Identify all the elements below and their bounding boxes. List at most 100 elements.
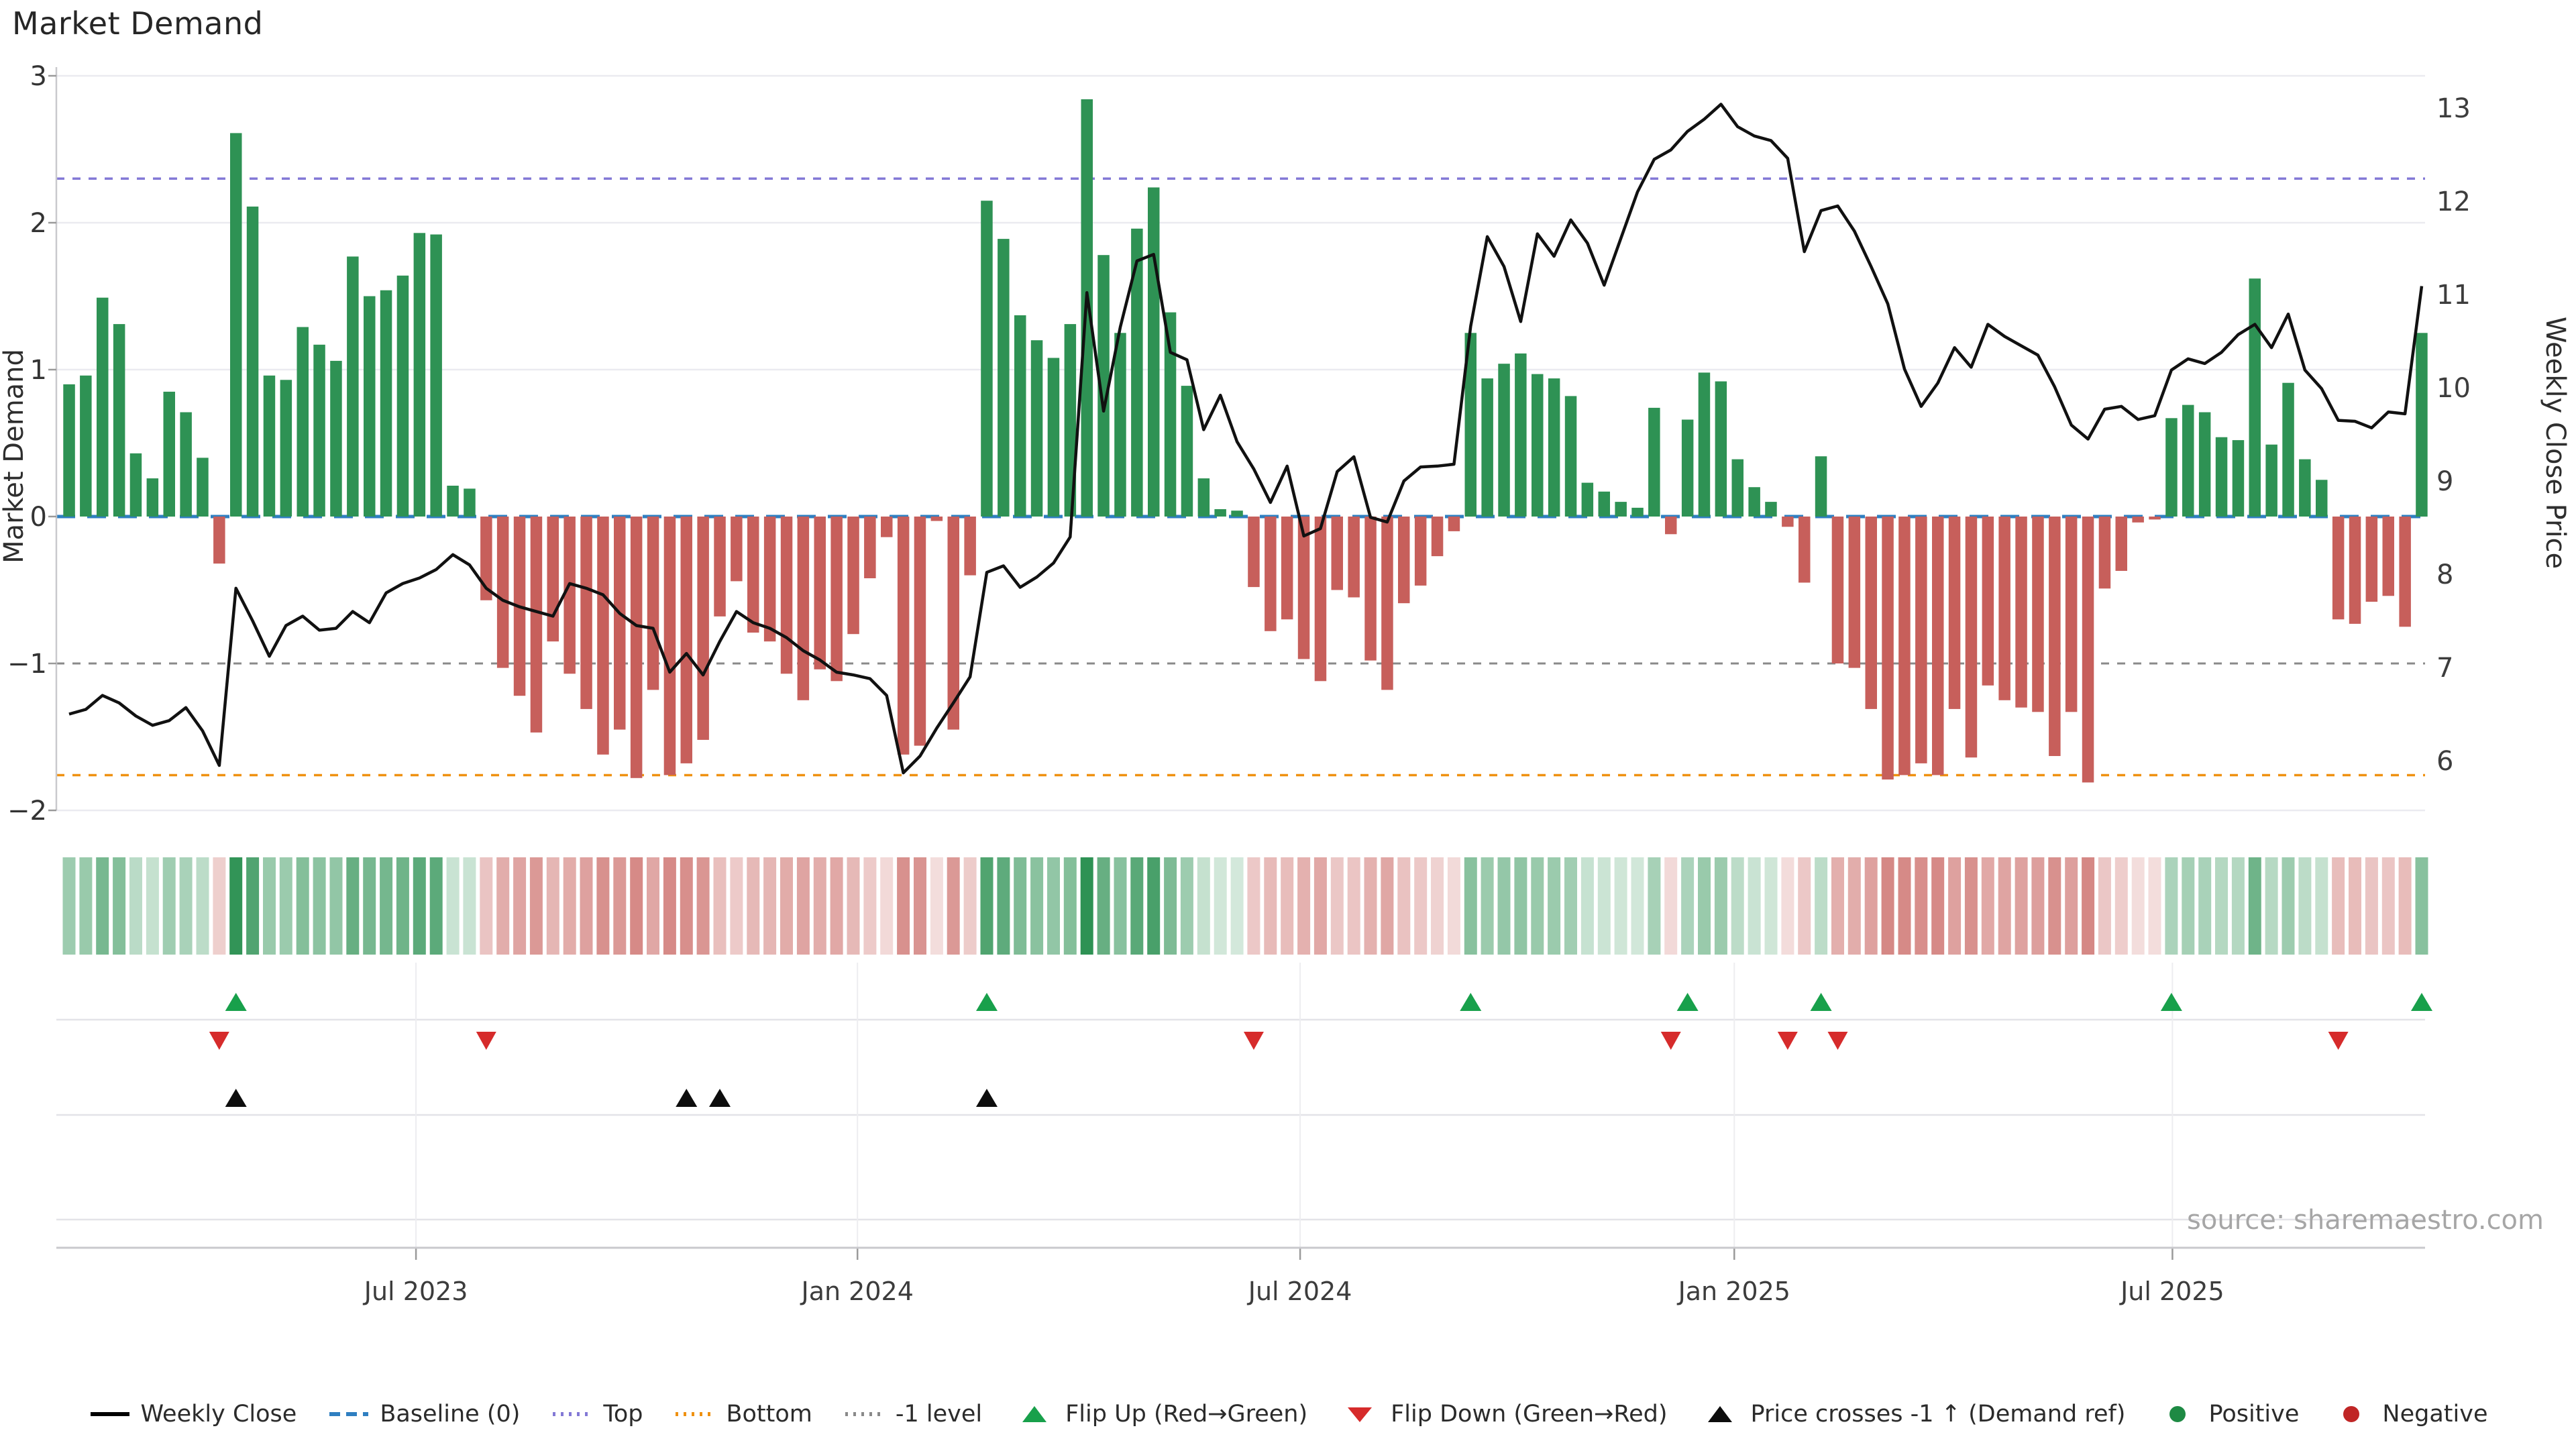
heatmap-cell-week-100 <box>1731 857 1744 955</box>
heatmap-cell-week-87 <box>1514 857 1527 955</box>
heatmap-cell-week-31 <box>580 857 593 955</box>
demand-bar-week-45 <box>814 517 826 669</box>
flip-down-marker-week-136 <box>2328 1032 2349 1050</box>
demand-bar-week-3 <box>113 324 125 517</box>
demand-bar-week-25 <box>480 517 492 600</box>
legend-label: Positive <box>2208 1401 2300 1428</box>
demand-bar-week-2 <box>97 297 109 517</box>
demand-bar-week-124 <box>2132 517 2144 523</box>
demand-bar-week-22 <box>430 234 442 517</box>
legend-swatch-8 <box>2169 1406 2186 1422</box>
heatmap-cell-week-97 <box>1681 857 1695 955</box>
heatmap-cell-week-1 <box>79 857 93 955</box>
x-tick-label-4: Jul 2025 <box>2119 1277 2224 1306</box>
legend-item-4: -1 level <box>843 1401 982 1428</box>
heatmap-cell-week-129 <box>2215 857 2228 955</box>
heatmap-cell-week-113 <box>1948 857 1962 955</box>
heatmap-cell-week-61 <box>1080 857 1093 955</box>
demand-bar-week-29 <box>547 517 559 642</box>
heatmap-cell-week-110 <box>1898 857 1911 955</box>
demand-bar-week-52 <box>930 517 943 521</box>
demand-bar-week-12 <box>263 375 276 517</box>
demand-bar-week-118 <box>2032 517 2044 712</box>
legend-swatch-2 <box>553 1412 592 1416</box>
heatmap-cell-week-95 <box>1648 857 1661 955</box>
legend-swatch-9 <box>2343 1406 2360 1422</box>
heatmap-cell-week-120 <box>2065 857 2078 955</box>
demand-bar-week-40 <box>731 517 743 582</box>
heatmap-cell-week-106 <box>1831 857 1844 955</box>
demand-bar-week-102 <box>1765 502 1777 517</box>
demand-bar-week-130 <box>2232 440 2245 517</box>
demand-bar-week-15 <box>313 344 325 517</box>
demand-bar-week-46 <box>830 517 843 682</box>
demand-bar-week-67 <box>1181 386 1193 517</box>
heatmap-cell-week-42 <box>763 857 777 955</box>
heatmap-cell-week-101 <box>1748 857 1761 955</box>
legend-swatch-7 <box>1707 1406 1732 1422</box>
heatmap-cell-week-112 <box>1931 857 1945 955</box>
heatmap-cell-week-119 <box>2048 857 2061 955</box>
heatmap-cell-week-36 <box>663 857 676 955</box>
demand-bar-week-131 <box>2249 278 2261 517</box>
heatmap-cell-week-64 <box>1130 857 1144 955</box>
demand-bar-week-6 <box>163 391 175 517</box>
heatmap-cell-week-86 <box>1497 857 1511 955</box>
flip-down-marker-week-71 <box>1243 1032 1264 1050</box>
demand-bar-week-108 <box>1865 517 1877 709</box>
demand-bar-week-116 <box>1998 517 2010 700</box>
flip-up-marker-week-84 <box>1460 993 1482 1011</box>
demand-bar-week-16 <box>330 360 342 517</box>
demand-bar-week-82 <box>1431 517 1444 557</box>
demand-bar-week-18 <box>364 296 376 517</box>
demand-bar-week-65 <box>1148 187 1160 517</box>
heatmap-cell-week-68 <box>1197 857 1210 955</box>
demand-bar-week-78 <box>1364 517 1377 661</box>
heatmap-cell-week-67 <box>1180 857 1193 955</box>
price-cross-marker-week-55 <box>975 1089 998 1107</box>
demand-bar-week-58 <box>1030 340 1043 517</box>
heatmap-cell-week-48 <box>863 857 877 955</box>
demand-bar-week-31 <box>580 517 592 709</box>
legend-item-5: Flip Up (Red→Green) <box>1013 1401 1307 1428</box>
demand-bar-week-34 <box>630 517 643 778</box>
heatmap-cell-week-126 <box>2165 857 2178 955</box>
demand-bar-week-5 <box>146 478 159 517</box>
heatmap-cell-week-28 <box>529 857 543 955</box>
heatmap-cell-week-96 <box>1664 857 1678 955</box>
demand-bar-week-109 <box>1882 517 1894 780</box>
heatmap-cell-week-50 <box>897 857 910 955</box>
demand-bar-week-115 <box>1982 517 1994 686</box>
demand-bar-week-68 <box>1197 478 1210 517</box>
demand-bar-week-43 <box>780 517 793 674</box>
demand-bar-week-117 <box>2015 517 2027 708</box>
heatmap-cell-week-43 <box>780 857 793 955</box>
heatmap-cell-week-65 <box>1147 857 1161 955</box>
heatmap-cell-week-141 <box>2415 857 2428 955</box>
demand-bar-week-32 <box>597 517 609 755</box>
heatmap-cell-week-71 <box>1247 857 1260 955</box>
x-tick-label-1: Jan 2024 <box>800 1277 914 1306</box>
heatmap-cell-week-19 <box>380 857 393 955</box>
heatmap-cell-week-11 <box>246 857 260 955</box>
heatmap-cell-week-72 <box>1264 857 1277 955</box>
x-tick-label-2: Jul 2024 <box>1247 1277 1352 1306</box>
demand-bar-week-28 <box>530 517 543 733</box>
demand-bar-week-114 <box>1965 517 1978 758</box>
demand-bar-week-90 <box>1564 396 1577 517</box>
heatmap-cell-week-12 <box>263 857 276 955</box>
heatmap-cell-week-133 <box>2282 857 2295 955</box>
heatmap-cell-week-137 <box>2349 857 2361 955</box>
demand-bar-week-119 <box>2049 517 2061 756</box>
right-tick-label-8: 8 <box>2436 559 2453 590</box>
heatmap-cell-week-90 <box>1564 857 1577 955</box>
demand-bar-week-54 <box>964 517 976 576</box>
demand-bar-week-138 <box>2365 517 2378 602</box>
demand-bar-week-7 <box>180 412 192 517</box>
right-tick-label-12: 12 <box>2436 186 2471 217</box>
heatmap-cell-week-73 <box>1281 857 1294 955</box>
heatmap-cell-week-130 <box>2231 857 2245 955</box>
demand-bar-week-127 <box>2182 405 2194 517</box>
flip-down-marker-week-103 <box>1777 1032 1798 1050</box>
demand-bar-week-56 <box>998 239 1010 517</box>
